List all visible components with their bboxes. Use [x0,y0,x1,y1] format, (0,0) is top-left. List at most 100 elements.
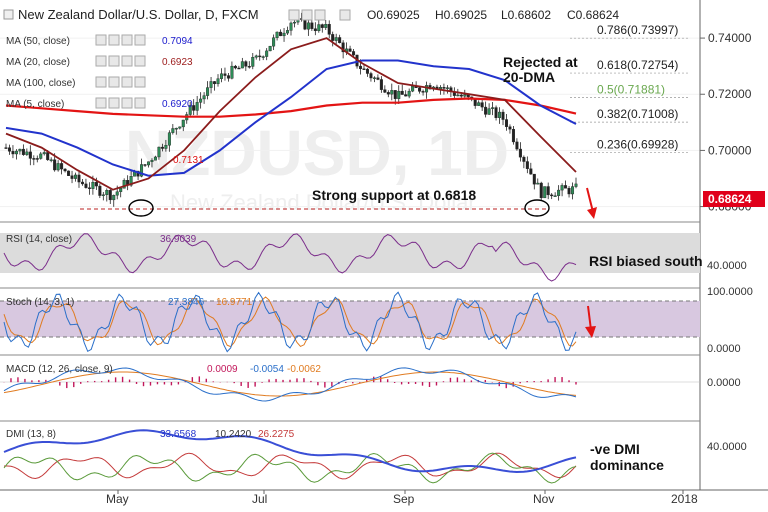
legend-button[interactable] [134,76,146,88]
stoch-k-value: 27.3846 [168,297,205,308]
candle [87,187,91,189]
candle [233,65,237,69]
macd-bar [128,379,131,383]
down-arrow-stoch [585,305,596,338]
candle [543,186,547,199]
macd-value: -0.0054 [250,364,284,375]
candle [292,21,296,24]
macd-bar [66,382,68,389]
candle [4,147,8,149]
candle [397,90,401,99]
dmi-label: DMI (13, 8) [6,429,56,440]
header-buttons[interactable] [288,9,351,21]
candle [28,151,32,159]
candle [67,170,71,176]
macd-bar [505,382,507,389]
ma-legend: MA (50, close) 0.7094 MA (20, close) 0.6923… [6,34,193,110]
macd-bar [38,380,40,383]
legend-button[interactable] [108,55,120,67]
macd-bar [331,382,333,387]
candle [567,188,571,195]
ohlc-open: O0.69025 [367,8,420,22]
macd-bar [373,376,375,383]
candle [167,132,171,146]
candle [487,108,491,115]
dmi-adx-line [3,429,577,474]
macd-bar [107,379,110,383]
price-tick-label: 0.70000 [708,143,752,157]
rsi-band [0,233,700,273]
candle [272,37,276,47]
candle [348,48,352,52]
macd-bar [212,381,214,383]
candle [153,156,157,161]
rejected-annotation: Rejected at 20-DMA [503,54,578,85]
legend-button[interactable] [134,55,146,67]
fib-label: 0.382(0.71008) [597,107,678,121]
ma-legend-label: MA (20, close) [6,57,70,68]
candle [352,51,356,56]
legend-button[interactable] [134,34,146,46]
candle [560,185,564,191]
candle [400,90,404,95]
candle [42,152,46,155]
macd-bar [407,382,410,384]
macd-bar [540,381,542,383]
candle [338,37,342,44]
legend-button[interactable] [108,34,120,46]
last-price-label: 0.68624 [708,192,752,206]
rsi-value: 36.9039 [160,234,197,245]
candle [80,181,84,185]
macd-bar [310,380,312,383]
macd-bar [254,382,256,387]
legend-button[interactable] [108,97,120,109]
legend-button[interactable] [95,97,107,109]
time-ticks: May Jul Sep Nov 2018 [106,490,698,506]
candle [529,168,533,175]
legend-button[interactable] [95,55,107,67]
watermark-sub: New Zealand Dollar/U.S. Dollar [170,190,476,215]
macd-bar [268,379,270,383]
candle [261,56,265,58]
candle [494,107,498,118]
macd-bar [135,382,138,384]
candle [213,81,217,85]
macd-bar [198,376,201,383]
macd-bar [142,382,145,387]
candle [498,111,502,118]
legend-button[interactable] [95,76,107,88]
candle [258,55,262,58]
candle [254,55,258,58]
legend-button[interactable] [121,97,133,109]
legend-button[interactable] [95,34,107,46]
candle [91,182,95,189]
legend-button[interactable] [121,76,133,88]
legend-button[interactable] [121,55,133,67]
candle [60,163,64,170]
candle [536,182,540,185]
macd-bar [498,382,500,387]
candle [129,176,133,186]
candle [491,107,495,109]
legend-button[interactable] [134,97,146,109]
candle [369,73,373,79]
candle [508,126,512,130]
candle [362,68,366,70]
candle [390,90,394,95]
fib-levels: 0.786(0.73997) 0.618(0.72754) 0.5(0.71881)… [570,23,690,153]
candle [119,188,123,192]
candle [77,174,81,183]
collapse-icon[interactable] [3,9,14,20]
ma-legend-label: MA (100, close) [6,78,75,89]
macd-bar [345,382,347,384]
candle [532,173,536,185]
legend-button[interactable] [108,76,120,88]
legend-button[interactable] [121,34,133,46]
candle [525,161,529,169]
candle [188,105,192,115]
candle [501,111,505,120]
candle [317,24,321,32]
macd-bar [435,382,438,386]
macd-bar [170,382,173,386]
